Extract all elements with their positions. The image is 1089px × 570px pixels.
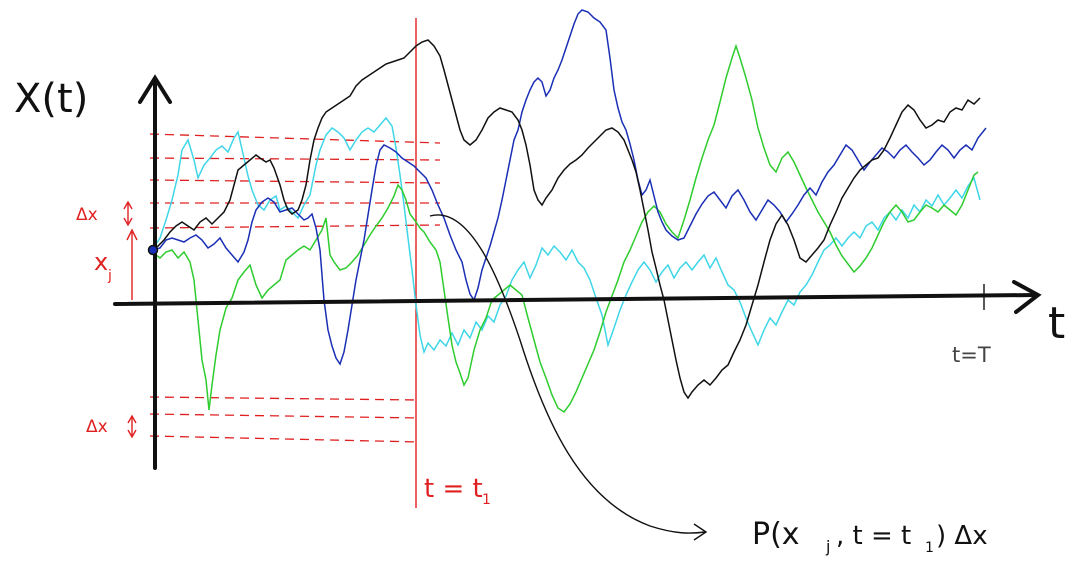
svg-text:j: j bbox=[825, 537, 830, 556]
svg-text:, t = t: , t = t bbox=[836, 521, 911, 551]
svg-text:1: 1 bbox=[925, 540, 934, 556]
upper-dashed-lines bbox=[149, 133, 441, 229]
lower-dashed-lines bbox=[149, 396, 421, 443]
dashed-line-5 bbox=[149, 224, 441, 229]
dashed-line-1 bbox=[149, 133, 441, 144]
origin-start-point bbox=[147, 244, 159, 256]
svg-text:) Δx: ) Δx bbox=[936, 521, 988, 551]
svg-text:j: j bbox=[107, 268, 112, 284]
svg-text:t = t: t = t bbox=[424, 474, 483, 504]
path-blue bbox=[151, 9, 987, 366]
t-equals-t1-label: t = t 1 bbox=[424, 474, 491, 508]
delta-x-upper-double-arrow bbox=[123, 200, 133, 227]
svg-text:1: 1 bbox=[482, 492, 491, 508]
y-axis-arrowhead bbox=[138, 74, 172, 104]
path-black bbox=[151, 39, 981, 400]
x-axis-label: t bbox=[1048, 298, 1065, 349]
y-axis-label: X(t) bbox=[14, 76, 88, 122]
x-axis-arrowhead bbox=[1012, 280, 1042, 314]
delta-x-lower-double-arrow bbox=[127, 414, 137, 439]
pointer-arrow-curve bbox=[429, 214, 706, 534]
pointer-arrowhead bbox=[693, 523, 708, 541]
delta-x-upper-label: Δx bbox=[76, 205, 98, 225]
dashed-line-6 bbox=[149, 396, 421, 401]
dashed-line-3 bbox=[149, 179, 441, 184]
xj-label: x j bbox=[94, 248, 112, 284]
axes bbox=[113, 74, 1042, 470]
dashed-line-7 bbox=[149, 413, 421, 419]
dashed-line-8 bbox=[149, 435, 421, 443]
svg-text:P(x: P(x bbox=[752, 517, 800, 552]
svg-text:x: x bbox=[94, 248, 108, 276]
delta-x-lower-label: Δx bbox=[86, 417, 108, 437]
path-cyan bbox=[151, 116, 981, 355]
t-equals-T-label: t=T bbox=[952, 343, 991, 367]
probability-annotation: P(x j , t = t 1 ) Δx bbox=[752, 517, 988, 556]
dashed-line-2 bbox=[149, 157, 441, 161]
x-axis-line bbox=[113, 293, 1038, 306]
xj-arrowhead bbox=[126, 228, 138, 241]
path-green bbox=[151, 43, 979, 414]
